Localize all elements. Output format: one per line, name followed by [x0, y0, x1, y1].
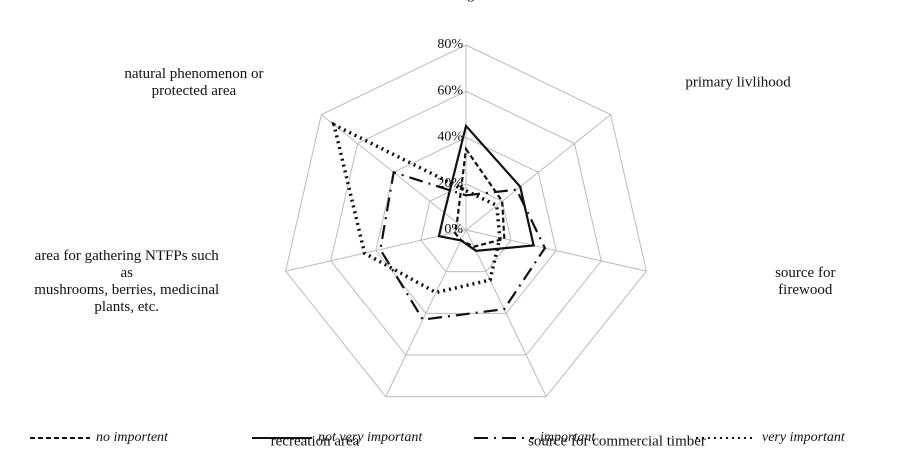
spoke: [465, 229, 547, 397]
axis-label: source for commercial timber: [528, 433, 706, 450]
grid-ring: [285, 44, 647, 398]
axis-label: hunting area: [429, 0, 504, 3]
axis-label: natural phenomenon or protected area: [124, 66, 264, 100]
series-line: [331, 121, 502, 295]
r-tick-label: 40%: [437, 130, 463, 145]
legend-label: very important: [762, 430, 846, 445]
axis-label: primary livlihood: [685, 74, 791, 91]
legend-label: not very important: [318, 430, 423, 445]
spoke: [465, 229, 647, 272]
axis-label: area for gathering NTFPs such as mushroo…: [34, 248, 220, 316]
legend-label: important: [540, 430, 596, 445]
axis-label: source for firewood: [775, 265, 836, 299]
grid-ring: [420, 183, 512, 273]
spoke: [465, 114, 611, 231]
r-tick-label: 0%: [444, 222, 463, 237]
spoke: [385, 229, 467, 397]
axis-label: recreation area: [270, 433, 360, 450]
legend-label: no importent: [96, 430, 169, 445]
series-line: [379, 170, 547, 321]
spoke: [285, 229, 467, 272]
series-line: [453, 146, 506, 248]
r-tick-label: 60%: [437, 83, 463, 98]
grid-ring: [330, 90, 602, 356]
r-tick-label: 80%: [437, 37, 463, 52]
series-line: [437, 123, 535, 252]
